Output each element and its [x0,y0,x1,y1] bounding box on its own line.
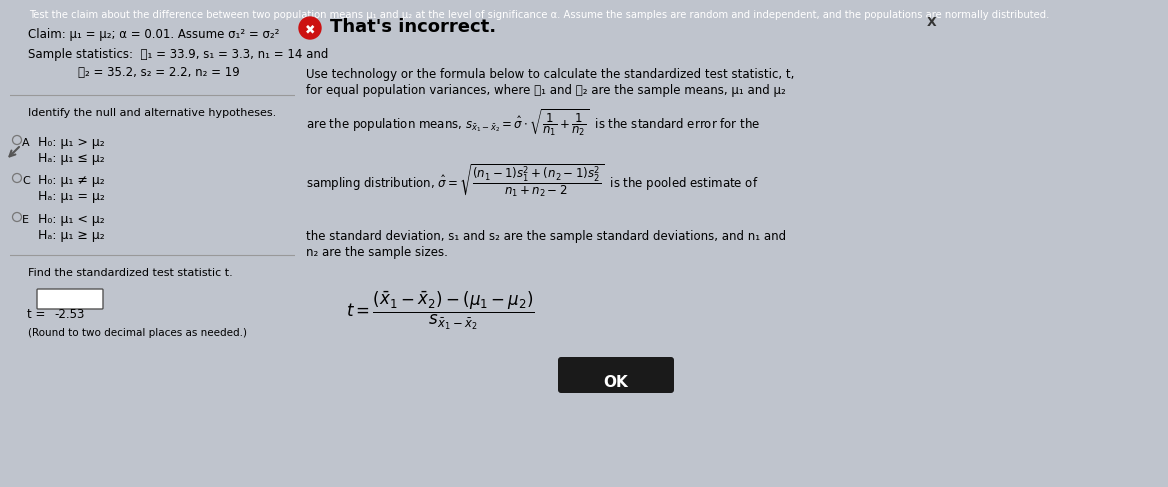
Text: n₂ are the sample sizes.: n₂ are the sample sizes. [306,246,447,259]
Text: Sample statistics:  ᶋ₁ = 33.9, s₁ = 3.3, n₁ = 14 and: Sample statistics: ᶋ₁ = 33.9, s₁ = 3.3, … [28,48,328,61]
Text: sampling distribution, $\hat{\sigma}=\sqrt{\dfrac{(n_1-1)s_1^2+(n_2-1)s_2^2}{n_1: sampling distribution, $\hat{\sigma}=\sq… [306,162,758,198]
Text: H₀: μ₁ < μ₂: H₀: μ₁ < μ₂ [39,213,105,226]
Text: Test the claim about the difference between two population means μ₁ and μ₂ at th: Test the claim about the difference betw… [29,10,1050,20]
Text: are the population means, $s_{\bar{x}_1-\bar{x}_2}=\hat{\sigma}\cdot\sqrt{\dfrac: are the population means, $s_{\bar{x}_1-… [306,108,760,138]
FancyBboxPatch shape [37,289,103,309]
Text: Identify the null and alternative hypotheses.: Identify the null and alternative hypoth… [28,108,277,118]
Circle shape [299,17,321,39]
Text: Hₐ: μ₁ ≤ μ₂: Hₐ: μ₁ ≤ μ₂ [39,152,105,165]
Text: OK: OK [604,375,628,390]
Text: Use technology or the formula below to calculate the standardized test statistic: Use technology or the formula below to c… [306,68,794,81]
Text: t =: t = [27,308,46,321]
Text: C: C [22,176,29,186]
Text: That's incorrect.: That's incorrect. [331,18,496,36]
Text: H₀: μ₁ > μ₂: H₀: μ₁ > μ₂ [39,136,105,149]
Text: Hₐ: μ₁ ≥ μ₂: Hₐ: μ₁ ≥ μ₂ [39,229,105,242]
FancyBboxPatch shape [558,357,674,393]
Text: ✖: ✖ [305,23,315,36]
Text: the standard deviation, s₁ and s₂ are the sample standard deviations, and n₁ and: the standard deviation, s₁ and s₂ are th… [306,230,786,243]
Text: (Round to two decimal places as needed.): (Round to two decimal places as needed.) [28,328,246,338]
Text: for equal population variances, where ᶋ₁ and ᶋ₂ are the sample means, μ₁ and μ₂: for equal population variances, where ᶋ₁… [306,84,786,97]
Text: E: E [22,215,29,225]
Text: Hₐ: μ₁ = μ₂: Hₐ: μ₁ = μ₂ [39,190,105,203]
Text: X: X [927,16,937,29]
Text: Find the standardized test statistic t.: Find the standardized test statistic t. [28,268,232,278]
Text: ᶋ₂ = 35.2, s₂ = 2.2, n₂ = 19: ᶋ₂ = 35.2, s₂ = 2.2, n₂ = 19 [78,66,239,79]
Text: $t=\dfrac{(\bar{x}_1-\bar{x}_2)-(\mu_1-\mu_2)}{s_{\bar{x}_1-\bar{x}_2}}$: $t=\dfrac{(\bar{x}_1-\bar{x}_2)-(\mu_1-\… [346,290,535,332]
Text: A: A [22,138,29,148]
Text: H₀: μ₁ ≠ μ₂: H₀: μ₁ ≠ μ₂ [39,174,105,187]
Text: -2.53: -2.53 [55,308,85,321]
Text: Claim: μ₁ = μ₂; α = 0.01. Assume σ₁² = σ₂²: Claim: μ₁ = μ₂; α = 0.01. Assume σ₁² = σ… [28,28,279,41]
